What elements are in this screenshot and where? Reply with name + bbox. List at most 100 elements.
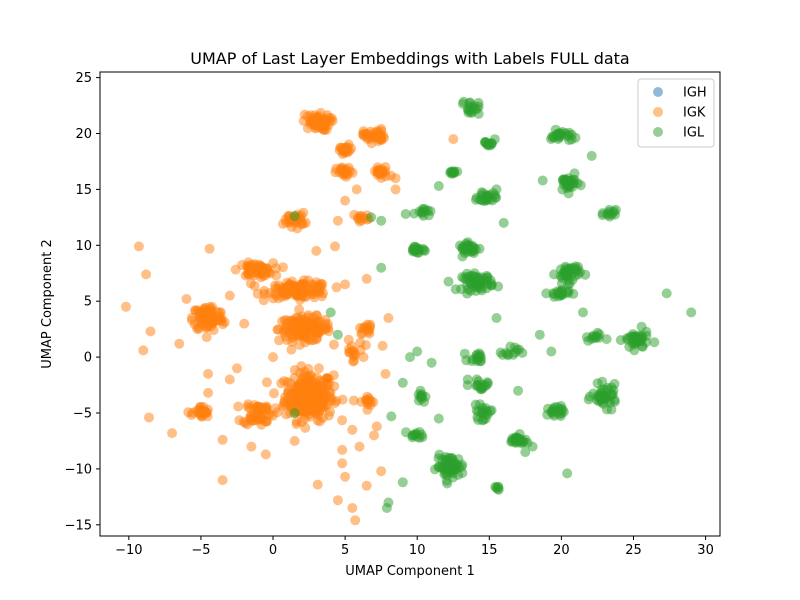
data-point	[337, 394, 348, 405]
data-point	[268, 258, 279, 269]
data-point	[295, 377, 306, 388]
data-point	[312, 479, 323, 490]
data-point	[167, 428, 178, 439]
data-point	[347, 503, 358, 513]
data-point	[381, 503, 392, 513]
data-point	[245, 278, 256, 289]
data-point	[480, 413, 491, 424]
data-point	[459, 348, 470, 359]
series-igk	[121, 107, 459, 526]
data-point	[477, 383, 488, 394]
data-point	[261, 377, 272, 388]
data-point	[409, 208, 420, 219]
data-point	[354, 216, 365, 227]
data-point	[359, 321, 370, 332]
data-point	[282, 282, 293, 293]
data-point	[649, 337, 660, 348]
x-tick-label: 30	[697, 543, 714, 558]
data-point	[407, 430, 418, 441]
data-point	[338, 169, 349, 180]
data-point	[340, 195, 351, 206]
data-point	[133, 241, 144, 252]
data-point	[376, 123, 387, 134]
data-point	[470, 194, 481, 205]
data-point	[239, 318, 250, 329]
data-point	[565, 263, 576, 274]
data-point	[397, 377, 408, 388]
data-point	[606, 390, 617, 401]
data-point	[350, 515, 361, 526]
data-point	[340, 471, 351, 482]
data-point	[609, 378, 620, 389]
x-tick-label: −10	[115, 543, 142, 558]
data-point	[325, 396, 336, 407]
data-point	[376, 262, 387, 273]
data-point	[206, 318, 217, 329]
data-point	[629, 339, 640, 350]
data-point	[293, 391, 304, 402]
data-point	[232, 363, 242, 374]
data-point	[197, 411, 207, 422]
data-point	[686, 307, 697, 318]
data-point	[492, 484, 503, 495]
y-tick-label: −5	[73, 407, 92, 422]
data-point	[476, 187, 487, 198]
data-point	[121, 301, 131, 312]
data-point	[562, 468, 573, 479]
data-point	[298, 278, 309, 289]
data-point	[366, 212, 377, 223]
data-point	[588, 388, 599, 399]
y-tick-label: −15	[65, 518, 92, 533]
data-point	[481, 270, 492, 281]
data-point	[476, 283, 487, 294]
y-tick-label: 5	[84, 295, 92, 310]
data-point	[224, 290, 235, 301]
data-point	[289, 211, 300, 222]
data-point	[332, 329, 343, 340]
data-point	[592, 378, 603, 389]
data-point	[309, 396, 320, 406]
data-point	[486, 138, 497, 148]
data-point	[390, 173, 401, 184]
data-point	[400, 209, 411, 219]
y-tick-label: −10	[65, 462, 92, 477]
data-point	[214, 307, 225, 318]
data-point	[271, 290, 282, 301]
data-point	[282, 377, 293, 387]
data-point	[203, 387, 214, 398]
data-point	[547, 406, 558, 417]
data-point	[247, 268, 258, 279]
legend-marker	[653, 107, 663, 117]
data-point	[509, 342, 520, 353]
data-point	[330, 241, 340, 252]
data-point	[413, 389, 424, 400]
data-point	[475, 356, 486, 367]
data-point	[386, 411, 397, 422]
data-point	[491, 313, 502, 323]
plot-background	[100, 72, 720, 536]
data-point	[246, 441, 257, 452]
data-point	[622, 334, 633, 345]
data-point	[268, 352, 278, 363]
data-point	[448, 134, 459, 145]
data-point	[562, 180, 573, 191]
data-point	[422, 205, 433, 216]
data-point	[314, 287, 325, 298]
data-point	[480, 403, 491, 414]
data-point	[279, 395, 290, 406]
data-point	[361, 480, 372, 491]
data-point	[174, 338, 185, 349]
data-point	[641, 337, 651, 348]
y-axis-title: UMAP Component 2	[40, 239, 55, 368]
data-point	[360, 340, 371, 351]
data-point	[337, 444, 348, 455]
x-tick-label: 0	[269, 543, 277, 558]
data-point	[552, 129, 563, 140]
data-point	[186, 410, 197, 420]
data-point	[604, 211, 615, 222]
data-point	[242, 261, 253, 272]
data-point	[248, 408, 259, 419]
data-point	[447, 459, 458, 469]
data-point	[280, 214, 291, 225]
y-tick-label: 15	[75, 183, 92, 198]
